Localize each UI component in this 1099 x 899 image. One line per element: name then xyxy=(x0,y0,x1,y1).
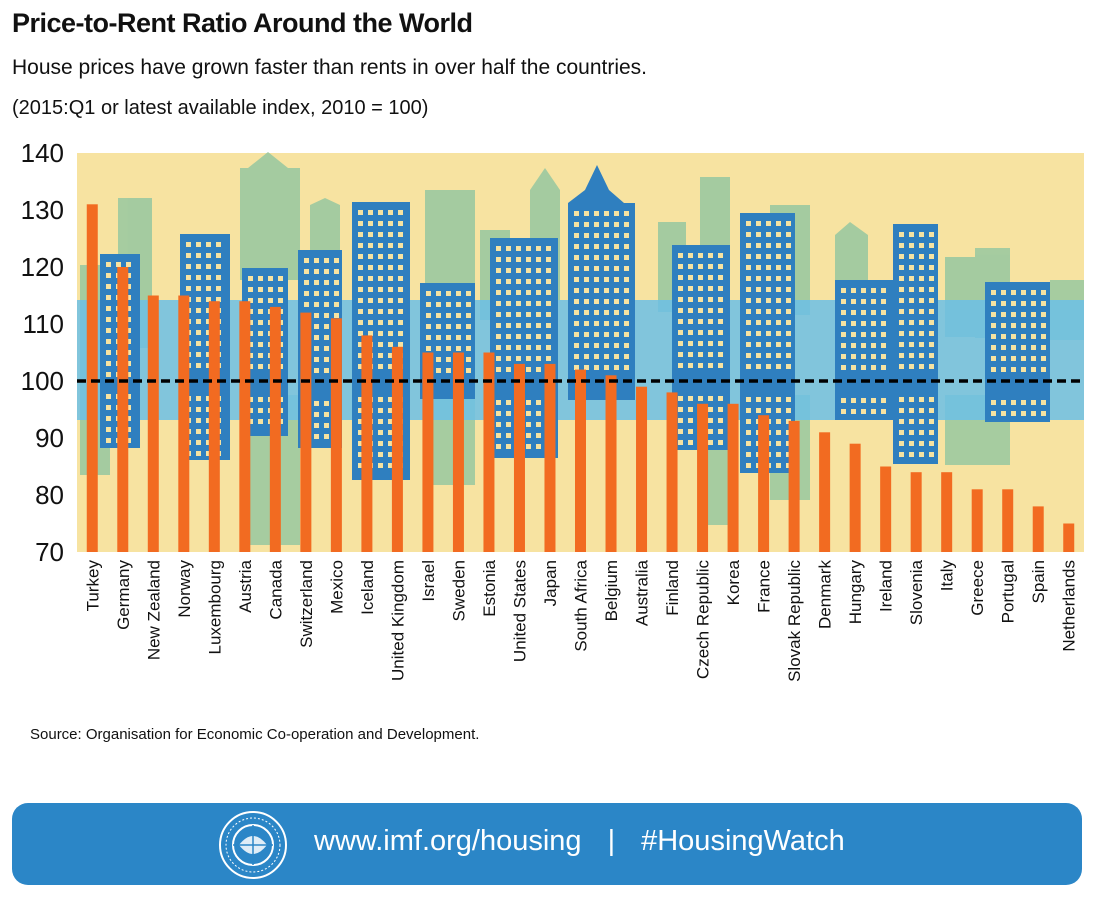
y-tick-label: 120 xyxy=(21,252,64,282)
x-tick-label: Japan xyxy=(541,560,560,606)
bar xyxy=(391,346,403,552)
bar xyxy=(666,392,678,552)
bar xyxy=(452,352,464,552)
imf-seal-icon xyxy=(219,811,287,879)
y-tick-label: 130 xyxy=(21,195,64,225)
y-axis: 70 80 90 100 110 120 130 140 xyxy=(21,140,64,567)
bar xyxy=(697,403,709,552)
bar xyxy=(208,301,220,552)
bar xyxy=(788,420,800,552)
bar xyxy=(910,472,922,552)
x-tick-label: South Africa xyxy=(572,559,591,651)
bar xyxy=(117,267,129,552)
y-tick-label: 70 xyxy=(35,537,64,567)
bar xyxy=(544,363,556,552)
bar xyxy=(880,466,892,552)
bar xyxy=(1002,489,1014,552)
x-tick-label: Portugal xyxy=(999,560,1018,623)
x-tick-label: Netherlands xyxy=(1060,560,1079,652)
bar xyxy=(605,375,617,552)
x-tick-label: Austria xyxy=(236,559,255,612)
x-tick-label: Finland xyxy=(663,560,682,616)
x-tick-label: Canada xyxy=(266,559,285,619)
x-tick-label: Australia xyxy=(633,559,652,626)
bar xyxy=(269,306,281,552)
x-tick-label: Spain xyxy=(1029,560,1048,603)
y-tick-label: 110 xyxy=(23,309,64,339)
x-tick-label: Korea xyxy=(724,559,743,605)
x-tick-label: France xyxy=(755,560,774,613)
x-tick-label: United Kingdom xyxy=(388,560,407,681)
bar xyxy=(330,318,342,552)
x-tick-label: Italy xyxy=(938,560,957,592)
chart-subtitle: House prices have grown faster than rent… xyxy=(12,56,648,79)
footer-separator: | xyxy=(607,825,616,857)
bar xyxy=(1032,506,1044,552)
bar xyxy=(849,443,861,552)
footer-hashtag: #HousingWatch xyxy=(641,825,845,857)
bar xyxy=(819,432,831,552)
x-tick-label: Czech Republic xyxy=(694,560,713,680)
bar xyxy=(1063,523,1075,552)
bar xyxy=(941,472,953,552)
x-tick-label: United States xyxy=(510,560,529,662)
chart-note: (2015:Q1 or latest available index, 2010… xyxy=(12,97,429,119)
bar xyxy=(513,363,525,552)
x-tick-label: Belgium xyxy=(602,560,621,621)
chart-title: Price-to-Rent Ratio Around the World xyxy=(12,8,473,38)
chart-background xyxy=(77,152,1084,552)
bar xyxy=(971,489,983,552)
source-note: Source: Organisation for Economic Co-ope… xyxy=(30,726,480,743)
y-tick-label: 80 xyxy=(35,480,64,510)
x-tick-label: Denmark xyxy=(816,560,835,629)
bar xyxy=(758,415,770,552)
bar xyxy=(86,204,98,553)
bar xyxy=(300,312,312,552)
bar xyxy=(147,295,159,552)
x-tick-label: Norway xyxy=(175,560,194,618)
x-tick-label: Ireland xyxy=(877,560,896,612)
footer-url-link[interactable]: www.imf.org/housing xyxy=(314,825,582,857)
bar xyxy=(483,352,495,552)
x-tick-label: Slovak Republic xyxy=(785,560,804,682)
x-tick-label: Turkey xyxy=(83,560,102,612)
x-tick-label: Mexico xyxy=(327,560,346,614)
x-tick-label: Switzerland xyxy=(297,560,316,648)
x-axis: Turkey Germany New Zealand Norway Luxembourg… xyxy=(83,559,1078,681)
y-tick-label: 140 xyxy=(21,140,64,168)
bars xyxy=(86,204,1075,553)
x-tick-label: Greece xyxy=(968,560,987,616)
bar xyxy=(636,386,648,552)
x-tick-label: Germany xyxy=(114,560,133,630)
bar xyxy=(727,403,739,552)
x-tick-label: Luxembourg xyxy=(205,560,224,655)
bar xyxy=(575,369,586,552)
y-tick-label: 90 xyxy=(35,423,64,453)
footer-banner: www.imf.org/housing | #HousingWatch xyxy=(12,803,1082,885)
bar xyxy=(239,301,251,552)
bar xyxy=(361,335,373,552)
bar xyxy=(422,352,434,552)
x-tick-label: Hungary xyxy=(846,560,865,625)
y-tick-label: 100 xyxy=(21,366,64,396)
x-tick-label: Iceland xyxy=(358,560,377,615)
x-tick-label: Estonia xyxy=(480,559,499,616)
bar xyxy=(178,295,190,552)
x-tick-label: Sweden xyxy=(449,560,468,621)
x-tick-label: Slovenia xyxy=(907,559,926,625)
x-tick-label: Israel xyxy=(419,560,438,602)
bar-chart: 70 80 90 100 110 120 130 140 Turkey Germany New Z… xyxy=(21,140,1084,682)
x-tick-label: New Zealand xyxy=(144,560,163,660)
